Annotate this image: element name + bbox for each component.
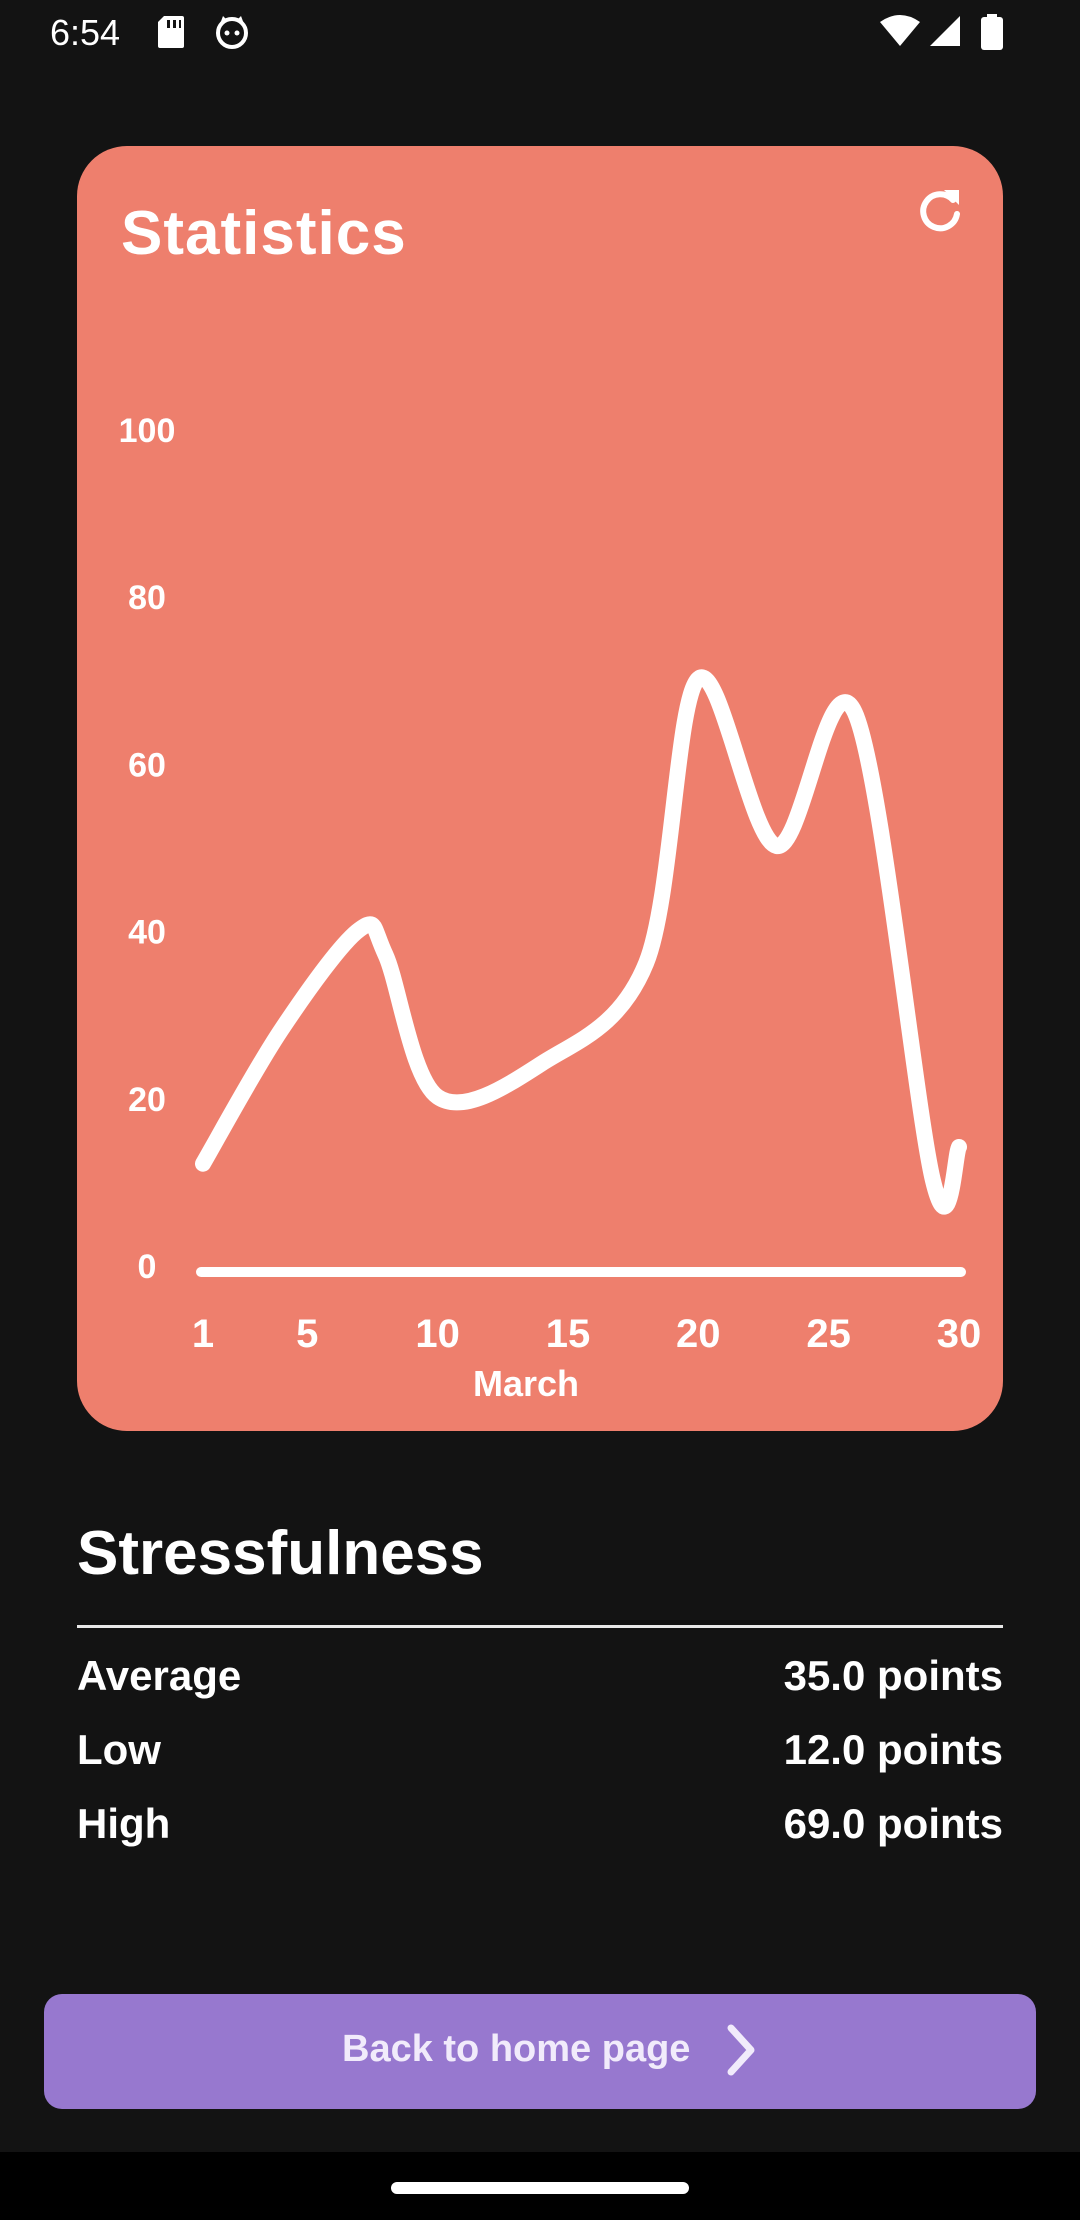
signal-icon — [930, 16, 960, 46]
x-axis-title: March — [473, 1363, 579, 1404]
stat-value: 69.0 points — [783, 1800, 1003, 1847]
x-tick-label: 20 — [676, 1312, 721, 1356]
stat-label: High — [77, 1800, 171, 1847]
status-bar: 6:54 — [0, 0, 1080, 66]
navigation-bar — [0, 2152, 1080, 2220]
back-to-home-button[interactable]: Back to home page — [44, 1994, 1036, 2109]
divider — [77, 1625, 1003, 1628]
sd-card-icon — [158, 16, 184, 48]
home-gesture-handle[interactable] — [391, 2182, 689, 2194]
stat-value: 12.0 points — [783, 1726, 1003, 1773]
battery-icon — [981, 14, 1003, 50]
cat-face-icon — [216, 16, 248, 49]
x-tick-label: 5 — [296, 1312, 318, 1356]
status-time: 6:54 — [50, 12, 121, 53]
x-tick-label: 30 — [937, 1312, 982, 1356]
x-tick-label: 1 — [192, 1312, 214, 1356]
y-tick-label: 100 — [119, 412, 176, 450]
chevron-right-icon — [727, 2024, 755, 2076]
section-title: Stressfulness — [77, 1519, 484, 1588]
y-tick-label: 60 — [128, 746, 166, 784]
refresh-icon[interactable] — [913, 184, 967, 238]
y-tick-label: 40 — [128, 914, 166, 952]
stat-row-high: High 69.0 points — [77, 1800, 1003, 1860]
series-line — [195, 669, 967, 1215]
card-title: Statistics — [121, 199, 407, 268]
stat-row-average: Average 35.0 points — [77, 1652, 1003, 1712]
wifi-icon — [880, 15, 920, 46]
stat-value: 35.0 points — [783, 1652, 1003, 1699]
x-tick-label: 15 — [546, 1312, 591, 1356]
x-tick-label: 10 — [415, 1312, 460, 1356]
y-tick-label: 0 — [138, 1248, 157, 1286]
x-tick-label: 25 — [806, 1312, 851, 1356]
stat-label: Average — [77, 1652, 242, 1699]
stat-row-low: Low 12.0 points — [77, 1726, 1003, 1786]
stat-label: Low — [77, 1726, 161, 1773]
y-tick-label: 80 — [128, 579, 166, 617]
y-tick-label: 20 — [128, 1081, 166, 1119]
statistics-card: Statistics 0 20 40 60 80 100 1 5 10 15 20 25 30 March — [77, 146, 1003, 1431]
back-to-home-label: Back to home page — [342, 2028, 691, 2070]
